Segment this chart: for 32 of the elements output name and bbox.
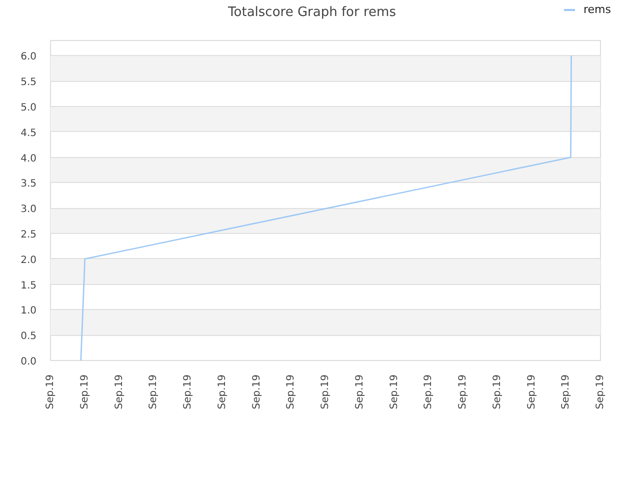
- x-tick-label: Sep.19: [182, 374, 194, 410]
- x-tick-label: Sep.19: [492, 374, 503, 410]
- chart-title: Totalscore Graph for rems: [228, 5, 396, 20]
- y-tick-label: 1.5: [20, 280, 37, 292]
- x-tick-label: Sep.19: [595, 374, 606, 410]
- x-tick-label: Sep.19: [320, 374, 331, 410]
- y-tick-label: 0.5: [20, 331, 37, 342]
- x-tick-label: Sep.19: [354, 374, 366, 410]
- y-tick-label: 1.0: [20, 306, 37, 317]
- y-tick-label: 3.0: [20, 204, 37, 216]
- x-tick-label: Sep.19: [423, 374, 434, 410]
- y-tick-label: 0.0: [20, 356, 37, 368]
- y-tick-label: 4.0: [20, 153, 37, 164]
- legend-label: rems: [584, 2, 611, 18]
- x-tick-label: Sep.19: [526, 374, 538, 410]
- x-tick-label: Sep.19: [251, 374, 262, 410]
- y-tick-label: 4.5: [20, 128, 37, 139]
- y-tick-label: 5.0: [20, 102, 37, 114]
- y-tick-label: 2.0: [20, 254, 37, 266]
- x-tick-label: Sep.19: [148, 374, 160, 410]
- y-tick-label: 3.5: [20, 178, 37, 190]
- x-tick-label: Sep.19: [216, 374, 228, 410]
- y-tick-label: 2.5: [20, 230, 37, 241]
- x-tick-label: Sep.19: [79, 374, 90, 410]
- x-tick-label: Sep.19: [45, 374, 56, 410]
- x-tick-label: Sep.19: [560, 374, 572, 410]
- y-tick-label: 5.5: [20, 77, 37, 88]
- y-tick-label: 6.0: [20, 52, 37, 63]
- x-tick-label: Sep.19: [286, 374, 297, 410]
- x-tick-label: Sep.19: [458, 374, 468, 410]
- x-tick-label: Sep.19: [388, 374, 400, 410]
- x-tick-label: Sep.19: [114, 374, 125, 410]
